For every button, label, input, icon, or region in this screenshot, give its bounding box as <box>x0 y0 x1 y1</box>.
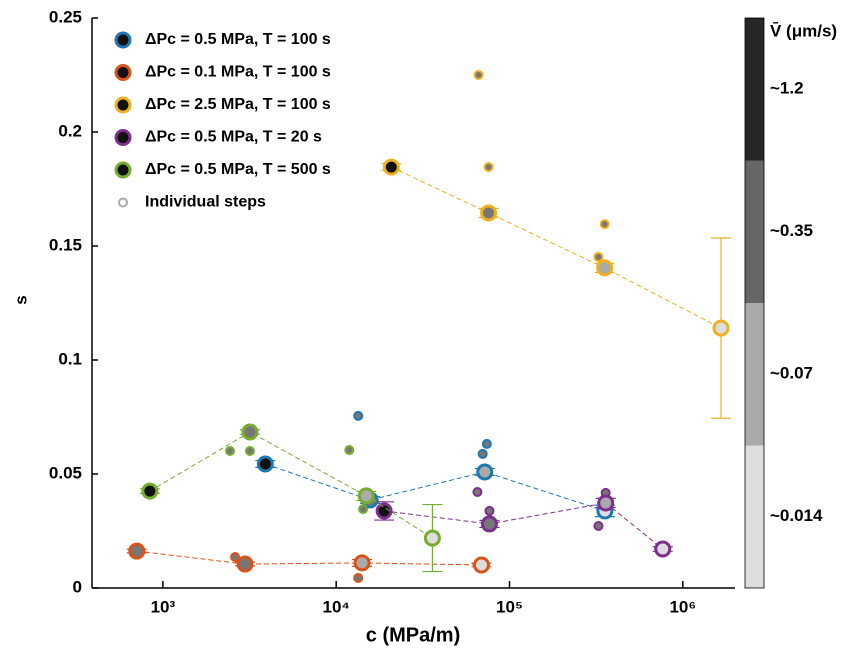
x-tick-label: 10³ <box>151 597 176 616</box>
legend-marker <box>114 64 132 81</box>
step-marker <box>225 445 236 456</box>
y-tick-label: 0.15 <box>49 235 82 254</box>
step-marker <box>244 445 255 456</box>
marker <box>375 502 393 520</box>
marker <box>357 487 375 505</box>
series-line <box>265 463 606 512</box>
marker <box>472 556 490 574</box>
legend-marker <box>118 197 128 208</box>
colorbar-band <box>745 160 764 303</box>
y-tick-label: 0 <box>73 577 82 596</box>
legend-label: Individual steps <box>145 194 266 211</box>
step-marker <box>353 572 364 583</box>
y-tick-label: 0.1 <box>58 349 82 368</box>
series-line <box>136 550 482 566</box>
step-marker <box>593 251 604 262</box>
y-tick-label: 0.05 <box>49 463 82 482</box>
marker <box>476 463 494 481</box>
x-tick-label: 10⁴ <box>323 597 350 616</box>
x-axis-label: c (MPa/m) <box>366 624 460 646</box>
y-tick-label: 0.2 <box>58 121 82 140</box>
step-marker <box>230 551 241 562</box>
step-marker <box>358 504 369 515</box>
marker <box>236 555 254 573</box>
legend-label: ΔPc = 0.5 MPa, T = 100 s <box>145 31 331 48</box>
step-marker <box>353 410 364 421</box>
step-marker <box>483 162 494 173</box>
legend-label: ΔPc = 0.5 MPa, T = 20 s <box>145 129 322 146</box>
marker <box>256 455 274 473</box>
series-line <box>149 431 433 539</box>
x-tick-label: 10⁶ <box>669 597 696 616</box>
colorbar-band <box>745 445 764 588</box>
legend-marker <box>114 31 132 49</box>
marker <box>353 554 371 572</box>
colorbar-band <box>745 18 764 161</box>
colorbar-label: ~0.014 <box>770 506 823 525</box>
marker <box>382 158 400 176</box>
marker <box>241 423 259 441</box>
y-axis-label: s <box>11 295 30 304</box>
step-marker <box>472 487 483 498</box>
marker <box>480 515 498 533</box>
colorbar-title: V̄ (μm/s) <box>770 21 837 40</box>
step-marker <box>481 438 492 449</box>
legend-label: ΔPc = 2.5 MPa, T = 100 s <box>145 96 331 113</box>
colorbar-band <box>745 303 764 446</box>
step-marker <box>593 520 604 531</box>
step-marker <box>599 219 610 230</box>
series-line <box>384 502 664 550</box>
legend-marker <box>114 161 132 179</box>
marker <box>128 542 146 560</box>
marker <box>654 540 672 558</box>
step-marker <box>477 448 488 459</box>
marker <box>423 529 441 547</box>
colorbar-frame <box>744 17 765 589</box>
colorbar-label: ~0.35 <box>770 221 813 240</box>
legend-marker <box>114 129 132 146</box>
marker <box>480 204 498 222</box>
step-marker <box>484 505 495 516</box>
series-line <box>391 166 722 329</box>
marker <box>596 259 614 277</box>
step-marker <box>473 70 484 80</box>
colorbar-label: ~0.07 <box>770 364 813 383</box>
marker <box>712 319 730 337</box>
y-tick-label: 0.25 <box>49 7 82 26</box>
x-tick-label: 10⁵ <box>496 597 523 616</box>
marker <box>141 482 159 500</box>
legend-label: ΔPc = 0.1 MPa, T = 100 s <box>145 64 331 81</box>
marker <box>597 494 615 512</box>
legend-label: ΔPc = 0.5 MPa, T = 500 s <box>145 161 331 178</box>
legend-marker <box>114 96 132 114</box>
step-marker <box>344 445 355 456</box>
colorbar-label: ~1.2 <box>770 79 804 98</box>
